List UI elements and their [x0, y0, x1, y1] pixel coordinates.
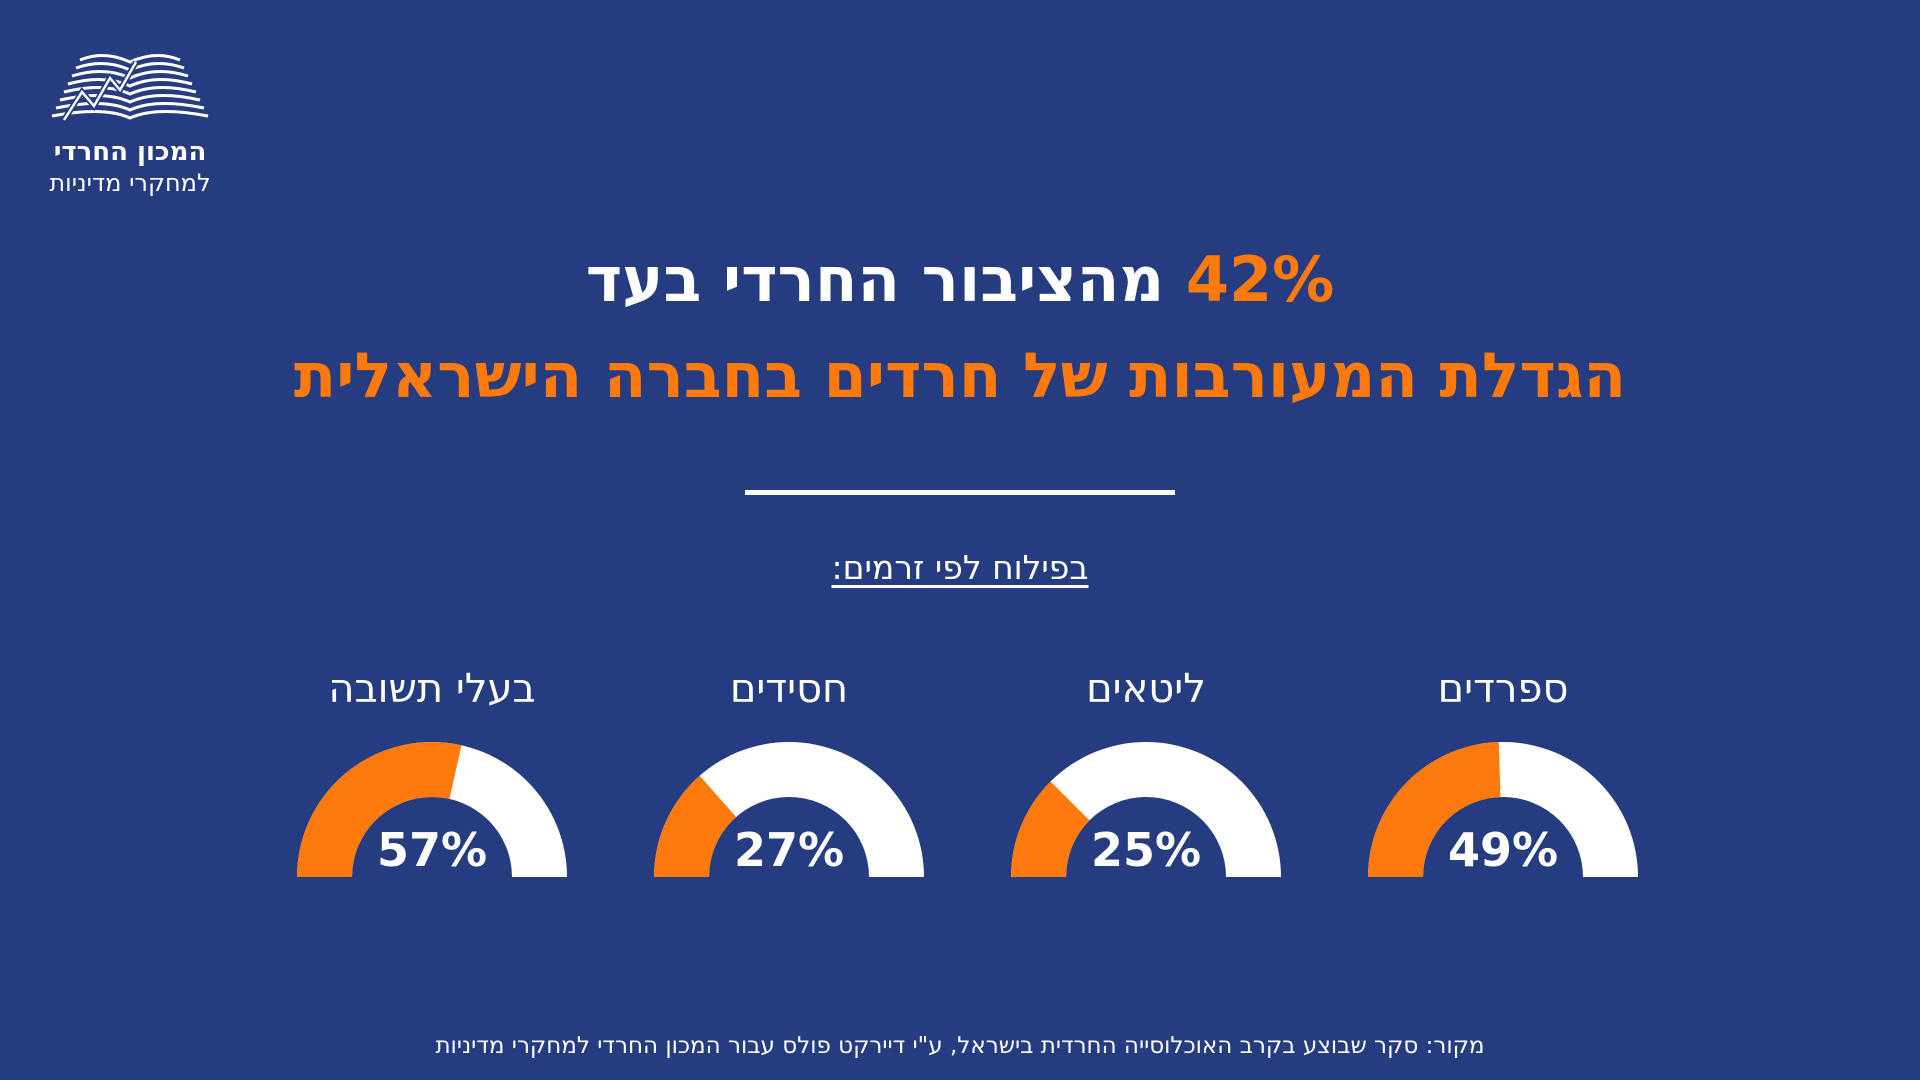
title-line-1-text: מהציבור החרדי בעד — [585, 243, 1165, 316]
gauge-track — [1011, 742, 1281, 877]
gauge-value-label: 25% — [1090, 823, 1202, 877]
gauge-value-label: 49% — [1447, 823, 1559, 877]
source-note: מקור: סקר שבוצע בקרב האוכלוסייה החרדית ב… — [435, 1033, 1485, 1059]
gauge-category-label: בעלי תשובה — [328, 666, 536, 712]
title-line-1: 42% מהציבור החרדי בעד — [0, 232, 1920, 328]
title-line-2: הגדלת המעורבות של חרדים בחברה הישראלית — [293, 339, 1627, 412]
open-book-chart-icon — [51, 54, 209, 122]
gauge-arc-2 — [1011, 742, 1281, 877]
gauge-arc-3 — [654, 742, 924, 877]
logo-subtitle: למחקרי מדיניות — [49, 169, 211, 197]
title-divider — [745, 490, 1175, 495]
gauge-category-label: ליטאים — [1086, 666, 1206, 712]
gauge-arc-4 — [297, 742, 567, 877]
gauge-value-label: 27% — [733, 823, 845, 877]
gauge-value-fill — [1011, 781, 1090, 877]
gauge-value-label: 57% — [376, 823, 488, 877]
gauge-category-label: ספרדים — [1437, 666, 1569, 712]
gauge-value-fill — [654, 775, 737, 877]
logo-title: המכון החרדי — [53, 137, 207, 167]
breakdown-subtitle: בפילוח לפי זרמים: — [831, 548, 1089, 587]
gauge-value-fill — [1368, 742, 1501, 877]
gauge-track — [654, 742, 924, 877]
institute-logo: המכון החרדי למחקרי מדיניות — [40, 44, 220, 198]
gauge-arc-1 — [1368, 742, 1638, 877]
gauge-value-fill — [297, 742, 462, 877]
chart-title: 42% מהציבור החרדי בעד הגדלת המעורבות של … — [0, 232, 1920, 424]
title-highlight-percent: 42% — [1185, 243, 1335, 316]
gauge-category-label: חסידים — [729, 666, 849, 712]
